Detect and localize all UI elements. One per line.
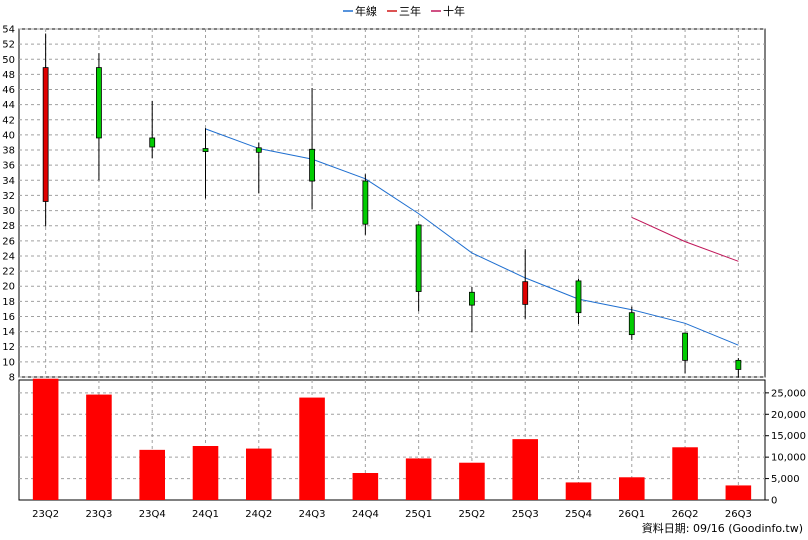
volume-bar: [86, 394, 112, 500]
category-tick-label: 24Q4: [352, 509, 379, 520]
volume-bar: [565, 482, 592, 500]
price-tick-label: 40: [2, 130, 15, 141]
price-tick-label: 48: [2, 70, 15, 81]
price-tick-label: 26: [2, 236, 15, 247]
category-tick-label: 25Q2: [458, 509, 485, 520]
candle-body: [575, 280, 582, 314]
candle-body: [469, 291, 475, 306]
price-tick-label: 28: [2, 221, 15, 232]
ma-line: [205, 128, 739, 346]
moving-average-lines: [205, 128, 739, 346]
candle-body: [149, 137, 156, 148]
category-tick-label: 24Q1: [192, 509, 219, 520]
volume-tick-label: 20,000: [771, 410, 806, 421]
volume-tick-label: 15,000: [771, 431, 806, 442]
candle-body: [96, 67, 102, 139]
price-tick-label: 54: [2, 25, 15, 36]
candle-body: [522, 281, 529, 305]
candle-body: [415, 224, 422, 292]
category-tick-label: 24Q3: [299, 509, 326, 520]
volume-bar: [352, 473, 379, 500]
price-tick-label: 38: [2, 146, 15, 157]
price-tick-label: 34: [2, 176, 15, 187]
footer-note: 資料日期: 09/16 (Goodinfo.tw): [642, 521, 803, 535]
category-tick-label: 25Q1: [405, 509, 432, 520]
category-tick-label: 23Q2: [32, 509, 59, 520]
volume-tick-label: 0: [771, 496, 777, 507]
candle-body: [42, 67, 49, 202]
legend-entry: 年線: [355, 4, 377, 18]
candle-body: [735, 359, 742, 370]
price-tick-label: 24: [2, 251, 15, 262]
category-tick-label: 26Q1: [618, 509, 645, 520]
price-tick-label: 16: [2, 312, 15, 323]
category-tick-label: 26Q2: [672, 509, 699, 520]
volume-tick-label: 5,000: [771, 474, 800, 485]
ma-line: [631, 216, 739, 262]
candle-body: [255, 147, 262, 153]
volume-bar: [725, 485, 752, 500]
candle-body: [628, 312, 635, 336]
candle-body: [682, 332, 688, 361]
category-tick-label: 26Q3: [725, 509, 752, 520]
price-tick-label: 8: [9, 373, 15, 384]
price-grid: [18, 28, 766, 378]
candle-body: [309, 148, 315, 182]
price-tick-label: 42: [2, 115, 15, 126]
volume-bar: [459, 462, 485, 500]
volume-bar: [245, 448, 272, 500]
volume-bar: [192, 446, 219, 500]
legend-entry: 三年: [399, 4, 421, 18]
price-tick-label: 22: [2, 267, 15, 278]
candle-body: [202, 148, 209, 152]
volume-bar: [672, 447, 698, 500]
candles: [42, 33, 742, 378]
category-tick-label: 25Q4: [565, 509, 592, 520]
volume-grid: [18, 379, 766, 501]
category-tick-label: 23Q3: [85, 509, 112, 520]
price-tick-label: 46: [2, 85, 15, 96]
volume-panel-frame: [18, 379, 766, 501]
volume-bars: [32, 378, 752, 500]
price-tick-label: 50: [2, 55, 15, 66]
category-tick-label: 23Q4: [139, 509, 166, 520]
candle-body: [362, 180, 369, 225]
price-tick-label: 14: [2, 327, 15, 338]
legend-entry: 十年: [443, 4, 465, 18]
price-tick-label: 30: [2, 206, 15, 217]
price-tick-label: 12: [2, 342, 15, 353]
volume-tick-label: 25,000: [771, 388, 806, 399]
price-tick-label: 52: [2, 40, 15, 51]
volume-bar: [405, 458, 432, 500]
price-panel-frame: [18, 28, 766, 378]
category-tick-label: 24Q2: [245, 509, 272, 520]
price-tick-label: 20: [2, 282, 15, 293]
axes: 8 10 12 14 16 18 20 22 24 26 28 30 32 34 36 38 40 42 44 46 4…: [2, 25, 806, 521]
price-tick-label: 18: [2, 297, 15, 308]
volume-bar: [139, 449, 166, 500]
volume-bar: [512, 439, 539, 500]
volume-bar: [32, 378, 59, 500]
volume-bar: [618, 477, 645, 500]
volume-tick-label: 10,000: [771, 453, 806, 464]
price-tick-label: 36: [2, 161, 15, 172]
category-tick-label: 25Q3: [512, 509, 539, 520]
price-tick-label: 32: [2, 191, 15, 202]
legend: 年線 三年 十年: [343, 4, 465, 18]
volume-bar: [299, 397, 325, 500]
price-tick-label: 44: [2, 100, 15, 111]
price-tick-label: 10: [2, 357, 15, 368]
